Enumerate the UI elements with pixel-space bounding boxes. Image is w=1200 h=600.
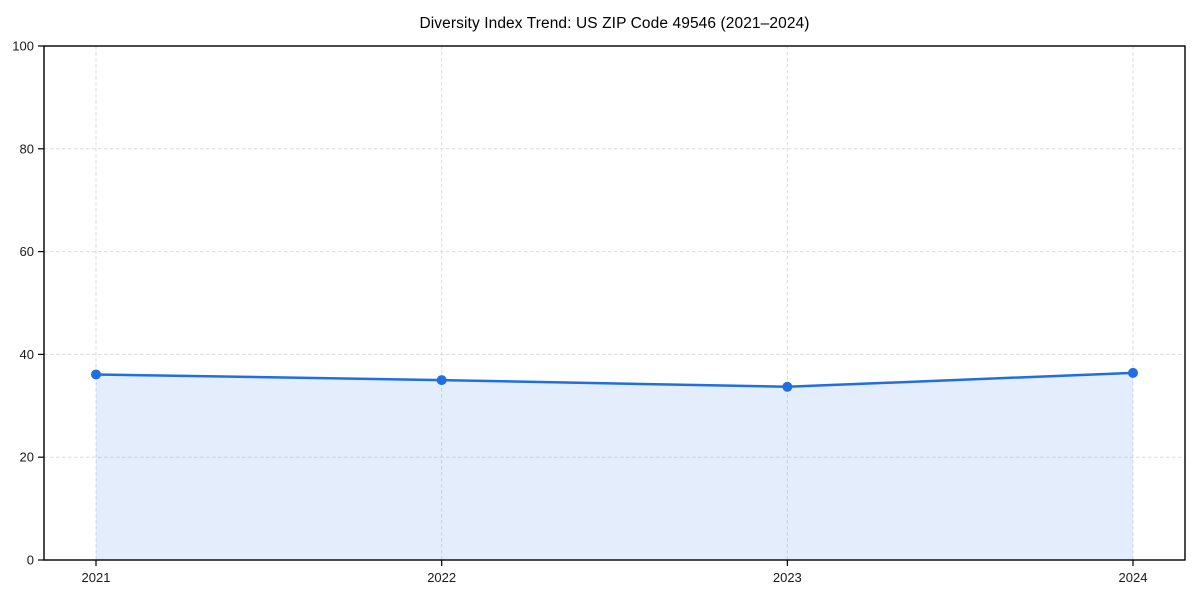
y-tick-label: 80: [20, 141, 34, 156]
y-tick-label: 100: [12, 39, 34, 54]
data-point-marker: [91, 369, 101, 380]
y-tick-labels: 0 20 40 60 80 100: [12, 39, 34, 568]
x-tick-label: 2023: [773, 570, 802, 585]
y-tick-label: 60: [20, 244, 34, 259]
y-tick-label: 0: [27, 553, 34, 568]
chart-title: Diversity Index Trend: US ZIP Code 49546…: [419, 15, 810, 32]
area-fill-shape: [96, 372, 1133, 560]
x-tick-labels: 2021 2022 2023 2024: [82, 570, 1148, 585]
plot-border-rect: [43, 45, 1186, 561]
plot-border: [43, 45, 1186, 561]
y-tick-label: 40: [20, 347, 34, 362]
trend-line: [94, 371, 1135, 389]
x-tick-label: 2024: [1119, 570, 1148, 585]
data-point-marker: [782, 381, 793, 392]
data-point-marker: [1128, 367, 1138, 378]
data-points: [91, 367, 1138, 392]
y-tick-label: 20: [20, 450, 34, 465]
x-tick-label: 2021: [82, 570, 111, 585]
x-tick-label: 2022: [427, 570, 456, 585]
axis-ticks: [38, 45, 1134, 566]
trend-line-path: [94, 371, 1135, 389]
area-fill: [96, 372, 1133, 560]
data-point-marker: [436, 375, 447, 386]
